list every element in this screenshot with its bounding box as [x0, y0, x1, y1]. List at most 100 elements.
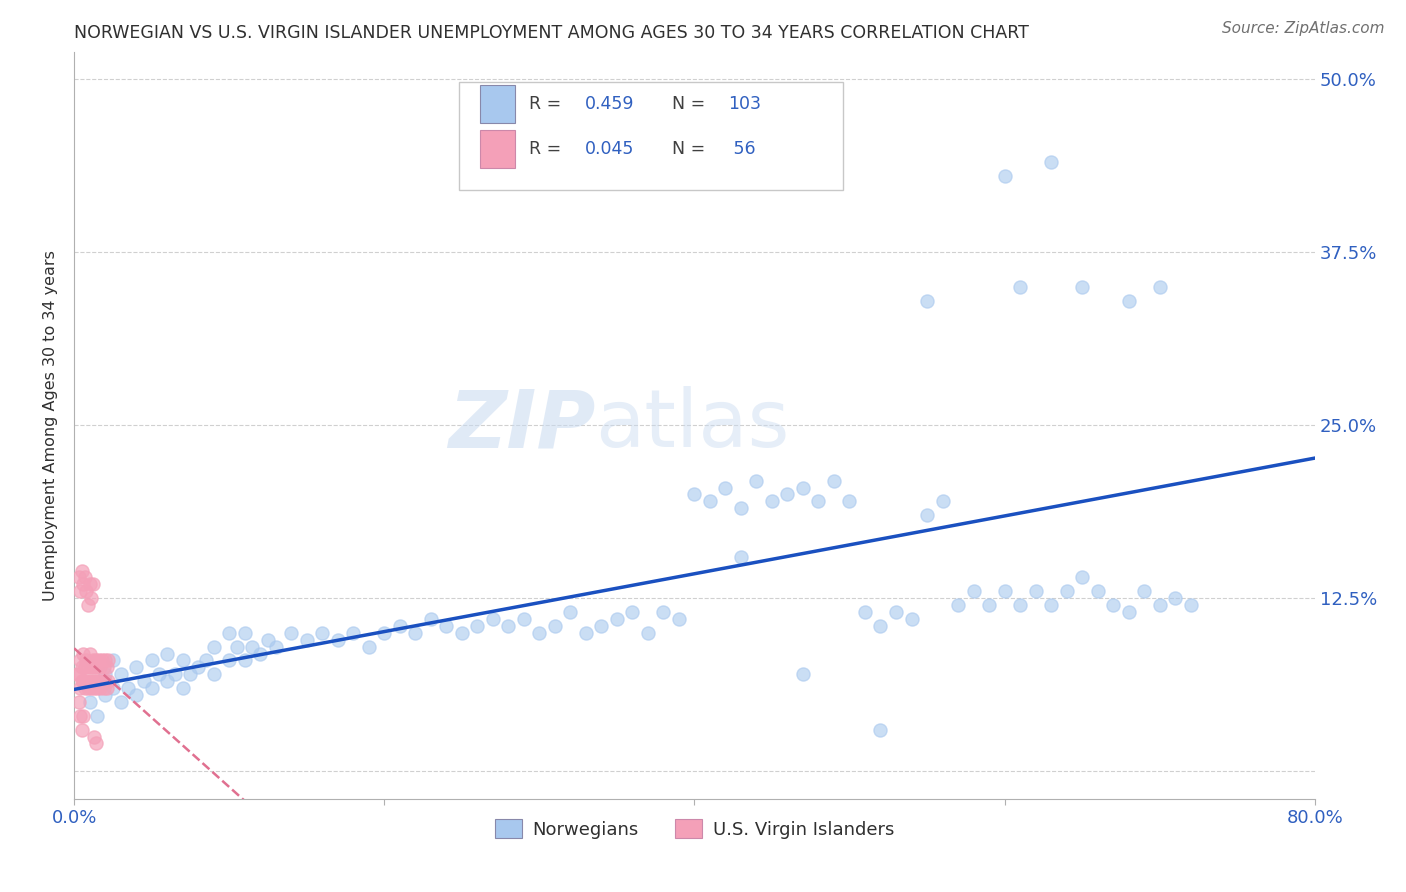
- Point: [1180, 598, 1202, 612]
- Point: [683, 487, 706, 501]
- Bar: [479, 130, 515, 168]
- Point: [73, 570, 96, 584]
- Point: [513, 612, 536, 626]
- Point: [80, 591, 103, 606]
- Point: [73, 681, 96, 695]
- Point: [156, 674, 179, 689]
- Point: [94, 688, 117, 702]
- Point: [280, 625, 302, 640]
- Point: [89, 660, 111, 674]
- Point: [264, 640, 287, 654]
- Point: [931, 494, 953, 508]
- Point: [202, 667, 225, 681]
- Point: [94, 667, 117, 681]
- Point: [529, 625, 551, 640]
- Point: [110, 667, 132, 681]
- Point: [94, 653, 117, 667]
- Point: [80, 681, 103, 695]
- Text: atlas: atlas: [595, 386, 790, 465]
- Point: [125, 688, 148, 702]
- Point: [97, 674, 120, 689]
- Point: [993, 169, 1015, 184]
- Point: [900, 612, 922, 626]
- Point: [86, 681, 108, 695]
- Point: [311, 625, 333, 640]
- Point: [1164, 591, 1187, 606]
- Point: [792, 481, 814, 495]
- Point: [915, 293, 938, 308]
- Point: [84, 737, 107, 751]
- Point: [946, 598, 969, 612]
- Point: [96, 660, 118, 674]
- Point: [87, 653, 110, 667]
- Point: [93, 660, 115, 674]
- Point: [326, 632, 349, 647]
- Point: [434, 619, 457, 633]
- Point: [82, 674, 104, 689]
- Point: [218, 625, 240, 640]
- Point: [67, 695, 90, 709]
- Text: R =: R =: [530, 140, 567, 158]
- Point: [86, 660, 108, 674]
- Point: [70, 723, 93, 737]
- Text: 0.459: 0.459: [585, 95, 634, 113]
- Point: [792, 667, 814, 681]
- Point: [962, 584, 984, 599]
- Point: [73, 660, 96, 674]
- Text: N =: N =: [672, 140, 711, 158]
- Point: [187, 660, 209, 674]
- Point: [226, 640, 249, 654]
- Point: [1025, 584, 1047, 599]
- Point: [1118, 605, 1140, 619]
- Point: [72, 674, 94, 689]
- Point: [823, 474, 845, 488]
- Point: [76, 653, 98, 667]
- Point: [72, 647, 94, 661]
- Point: [730, 501, 752, 516]
- Text: 0.045: 0.045: [585, 140, 634, 158]
- Point: [110, 695, 132, 709]
- Point: [172, 653, 194, 667]
- Point: [125, 660, 148, 674]
- Text: Source: ZipAtlas.com: Source: ZipAtlas.com: [1222, 21, 1385, 36]
- Point: [977, 598, 1000, 612]
- Point: [80, 660, 103, 674]
- Point: [83, 681, 105, 695]
- Point: [67, 667, 90, 681]
- Point: [70, 660, 93, 674]
- Point: [621, 605, 644, 619]
- Point: [1087, 584, 1109, 599]
- Point: [141, 681, 163, 695]
- Point: [87, 674, 110, 689]
- Point: [76, 584, 98, 599]
- Point: [869, 723, 891, 737]
- Point: [72, 577, 94, 591]
- Point: [77, 598, 100, 612]
- Point: [1149, 280, 1171, 294]
- Point: [668, 612, 690, 626]
- Text: N =: N =: [672, 95, 711, 113]
- Point: [86, 709, 108, 723]
- Point: [69, 653, 91, 667]
- Point: [79, 674, 101, 689]
- Point: [575, 625, 598, 640]
- Point: [96, 681, 118, 695]
- Legend: Norwegians, U.S. Virgin Islanders: Norwegians, U.S. Virgin Islanders: [488, 812, 901, 846]
- Point: [993, 584, 1015, 599]
- Point: [79, 695, 101, 709]
- Y-axis label: Unemployment Among Ages 30 to 34 years: Unemployment Among Ages 30 to 34 years: [44, 250, 58, 600]
- FancyBboxPatch shape: [458, 82, 844, 190]
- Point: [481, 612, 503, 626]
- Point: [141, 653, 163, 667]
- Point: [869, 619, 891, 633]
- Point: [67, 570, 90, 584]
- Point: [249, 647, 271, 661]
- Point: [1133, 584, 1156, 599]
- Text: 103: 103: [728, 95, 761, 113]
- Point: [342, 625, 364, 640]
- Text: ZIP: ZIP: [447, 386, 595, 465]
- Point: [79, 647, 101, 661]
- Point: [93, 681, 115, 695]
- Point: [148, 667, 170, 681]
- Point: [77, 681, 100, 695]
